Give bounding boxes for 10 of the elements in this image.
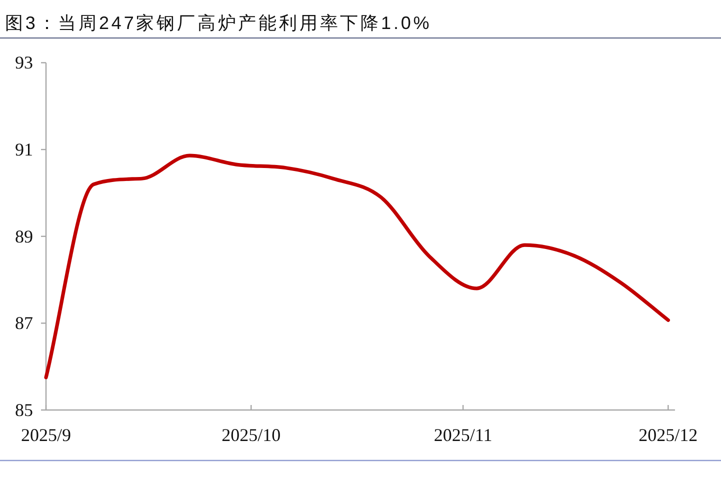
y-tick-label: 93 xyxy=(15,52,33,73)
chart-title: 图3：当周247家钢厂高炉产能利用率下降1.0% xyxy=(5,13,432,33)
x-tick-label: 2025/10 xyxy=(222,425,281,445)
y-tick-label: 91 xyxy=(15,140,33,160)
x-tick-label: 2025/9 xyxy=(20,425,72,445)
x-tick-label: 2025/12 xyxy=(638,425,698,445)
y-tick-label: 89 xyxy=(15,226,33,246)
y-tick-label: 87 xyxy=(15,313,33,334)
x-tick-label: 2025/11 xyxy=(434,425,492,445)
y-tick-label: 85 xyxy=(15,400,33,420)
